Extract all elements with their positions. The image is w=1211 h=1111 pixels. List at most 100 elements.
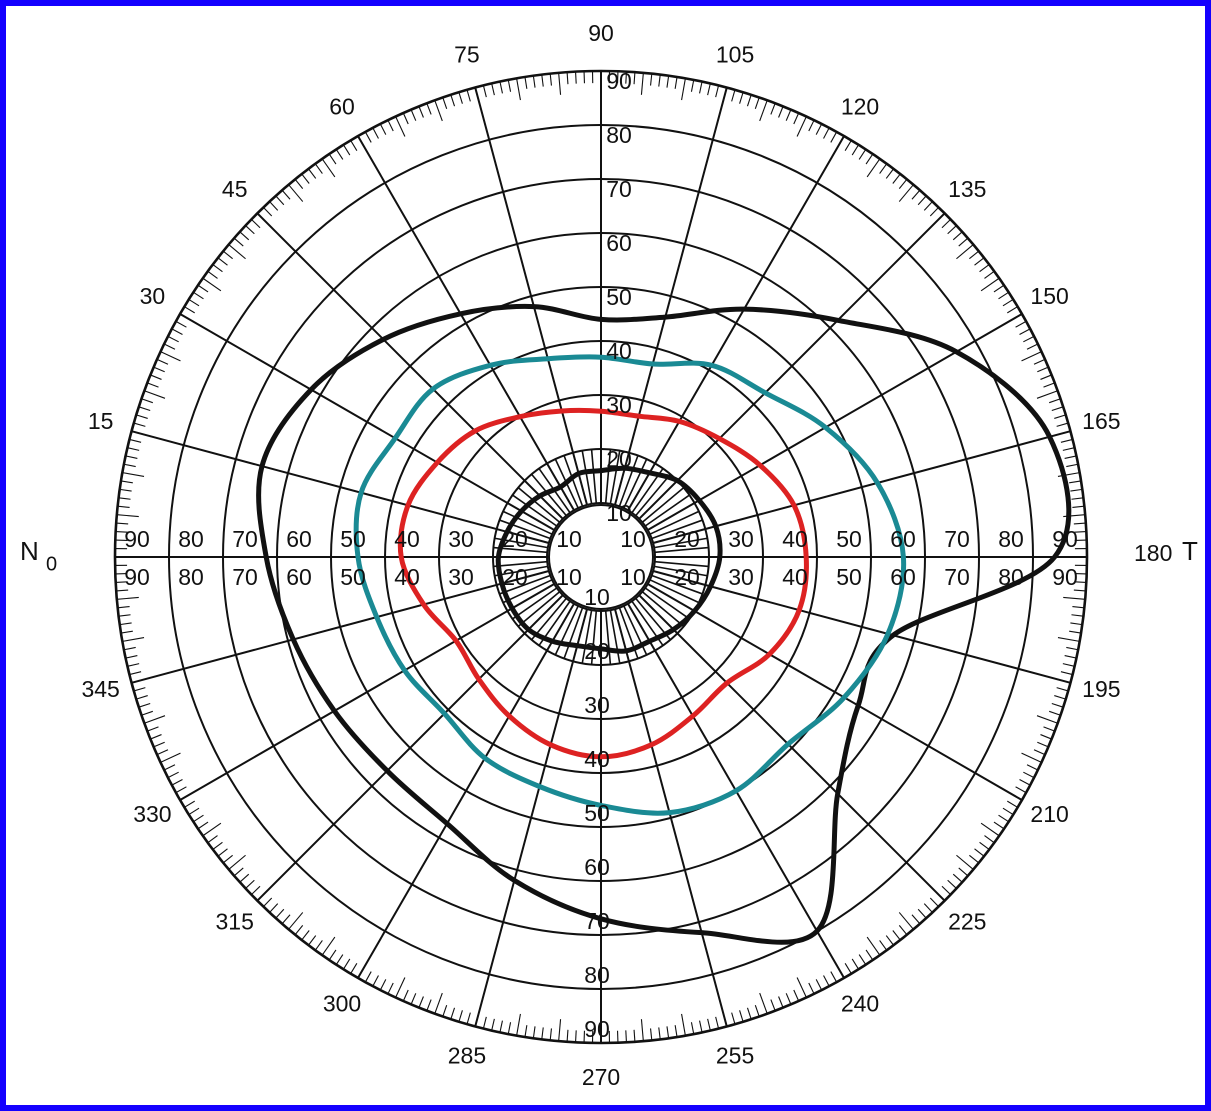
rim-tick (147, 382, 159, 388)
rim-tick (917, 195, 927, 206)
rim-tick (928, 212, 946, 230)
rim-tick (1062, 663, 1075, 667)
meridian-165 (652, 430, 1071, 544)
rim-tick (160, 752, 181, 763)
rim-tick (163, 343, 176, 350)
rim-tick (815, 979, 823, 991)
rim-tick (1069, 630, 1082, 634)
rim-tick (674, 1025, 678, 1038)
rim-tick (482, 85, 487, 98)
ecc-label-left-lower-30: 30 (448, 564, 474, 590)
inner-spoke-290 (563, 607, 584, 659)
rim-tick (715, 85, 720, 98)
rim-tick (815, 123, 823, 135)
meridian-label-105: 105 (716, 42, 754, 68)
rim-tick (879, 163, 888, 174)
rim-tick (1033, 749, 1046, 756)
inner-spoke-340 (499, 574, 551, 595)
ecc-label-left-upper-60: 60 (286, 526, 312, 552)
rim-tick (958, 237, 969, 247)
rim-tick (1063, 596, 1086, 600)
rim-tick (649, 1028, 653, 1041)
rim-tick (474, 1005, 482, 1027)
rim-tick (402, 112, 409, 125)
rim-tick (658, 1027, 661, 1040)
meridian-label-75: 75 (454, 42, 480, 68)
rim-tick (167, 335, 179, 343)
rim-tick (1064, 455, 1077, 459)
isopter-2 (353, 354, 907, 816)
rim-tick (116, 522, 129, 525)
rim-tick (131, 676, 153, 684)
rim-tick (138, 702, 151, 708)
ecc-label-up-10: 10 (606, 500, 632, 526)
rim-tick (410, 993, 417, 1005)
rim-tick (941, 885, 951, 895)
meridian-150 (647, 313, 1023, 531)
rim-tick (288, 184, 304, 202)
rim-tick (1069, 480, 1082, 484)
rim-tick (245, 879, 255, 889)
rim-tick (823, 975, 830, 987)
rim-tick (335, 954, 344, 965)
rim-tick (118, 497, 131, 500)
ecc-label-left-upper-20: 20 (502, 526, 528, 552)
inner-spoke-70 (563, 455, 584, 507)
rim-tick (720, 87, 728, 109)
rim-tick (1060, 671, 1073, 676)
rim-tick (256, 884, 274, 902)
ecc-label-right-upper-70: 70 (944, 526, 970, 552)
rim-tick (1037, 741, 1049, 748)
ecc-label-right-upper-80: 80 (998, 526, 1024, 552)
rim-tick (1026, 343, 1039, 350)
rim-tick (136, 695, 148, 700)
rim-tick (123, 463, 136, 468)
rim-tick (1054, 414, 1066, 419)
ecc-label-right-upper-90: 90 (1052, 526, 1078, 552)
rim-tick (269, 201, 279, 211)
rim-tick (217, 257, 228, 266)
rim-tick (507, 1022, 512, 1035)
meridian-135 (638, 212, 946, 520)
rim-tick (796, 116, 807, 137)
rim-tick (308, 935, 317, 946)
meridian-285 (474, 608, 588, 1027)
rim-tick (640, 1019, 644, 1042)
rim-tick (808, 119, 815, 132)
inner-spoke-320 (517, 591, 561, 628)
rim-tick (1054, 695, 1066, 700)
rim-tick (116, 514, 139, 518)
rim-tick (1026, 764, 1039, 771)
inner-spoke-185 (654, 560, 709, 568)
rim-tick (532, 75, 536, 88)
rim-tick (426, 999, 432, 1011)
rim-tick (442, 1004, 448, 1017)
rim-tick (1057, 637, 1080, 642)
rim-tick (212, 841, 223, 850)
inner-spoke-355 (493, 560, 548, 568)
rim-tick (720, 1005, 728, 1027)
rim-tick (125, 455, 138, 459)
rim-tick (222, 250, 233, 260)
rim-tick (499, 1020, 503, 1033)
rim-tick (1037, 366, 1049, 373)
rim-tick (228, 854, 246, 870)
rim-tick (410, 109, 417, 121)
rim-tick (275, 195, 285, 206)
ecc-label-left-upper-90: 90 (124, 526, 150, 552)
inner-spoke-175 (654, 546, 709, 554)
rim-tick (980, 277, 1000, 292)
rim-tick (524, 76, 528, 89)
rim-tick (193, 291, 204, 300)
rim-tick (212, 264, 223, 273)
rim-tick (426, 103, 432, 115)
rim-tick (929, 207, 939, 217)
rim-tick (739, 1010, 744, 1022)
rim-tick (633, 1029, 636, 1042)
meridian-30 (179, 313, 555, 531)
inner-spoke-20 (499, 519, 551, 540)
rim-tick (681, 78, 686, 101)
rim-tick (892, 173, 901, 184)
rim-tick (516, 1013, 521, 1036)
